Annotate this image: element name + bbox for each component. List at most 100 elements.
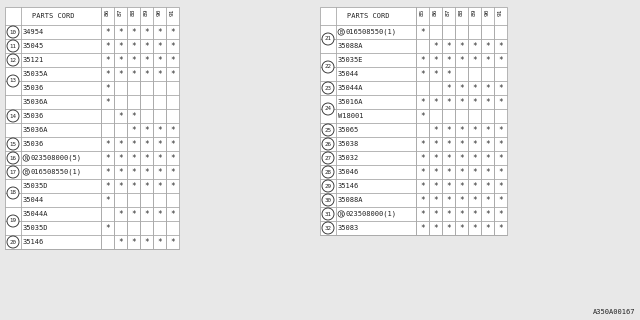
Text: *: * [472, 84, 477, 92]
Text: *: * [472, 55, 477, 65]
Text: *: * [131, 210, 136, 219]
Text: 28: 28 [324, 170, 332, 174]
Text: *: * [157, 69, 162, 78]
Text: *: * [459, 181, 464, 190]
Text: 85: 85 [420, 9, 425, 17]
Text: 23: 23 [324, 85, 332, 91]
Text: *: * [472, 125, 477, 134]
Circle shape [7, 166, 19, 178]
Text: *: * [131, 181, 136, 190]
Circle shape [7, 187, 19, 199]
Text: *: * [446, 55, 451, 65]
Text: *: * [433, 55, 438, 65]
Text: *: * [420, 167, 425, 177]
Text: *: * [118, 210, 123, 219]
Circle shape [7, 215, 19, 227]
Text: *: * [485, 210, 490, 219]
Text: *: * [433, 223, 438, 233]
Text: *: * [498, 223, 503, 233]
Text: 13: 13 [10, 78, 17, 84]
Text: *: * [131, 69, 136, 78]
Circle shape [7, 152, 19, 164]
Text: *: * [105, 196, 110, 204]
Text: *: * [485, 140, 490, 148]
Text: N: N [24, 156, 28, 161]
Text: *: * [144, 210, 149, 219]
Text: 29: 29 [324, 183, 332, 188]
Text: *: * [485, 181, 490, 190]
Text: *: * [105, 55, 110, 65]
Text: 30: 30 [324, 197, 332, 203]
Text: *: * [446, 167, 451, 177]
Text: *: * [420, 98, 425, 107]
Text: *: * [433, 98, 438, 107]
Text: *: * [498, 55, 503, 65]
Text: *: * [105, 98, 110, 107]
Text: *: * [105, 223, 110, 233]
Text: *: * [170, 210, 175, 219]
Text: *: * [472, 223, 477, 233]
Text: *: * [485, 154, 490, 163]
Text: 91: 91 [498, 9, 503, 17]
Text: *: * [157, 181, 162, 190]
Text: A350A00167: A350A00167 [593, 309, 635, 315]
Text: 023508000(1): 023508000(1) [346, 211, 396, 217]
Text: 15: 15 [10, 141, 17, 147]
Text: *: * [157, 140, 162, 148]
Text: 32: 32 [324, 226, 332, 230]
Text: 90: 90 [485, 9, 490, 17]
Text: 023508000(5): 023508000(5) [31, 155, 81, 161]
Text: 11: 11 [10, 44, 17, 49]
Text: 35065: 35065 [338, 127, 359, 133]
Text: *: * [105, 140, 110, 148]
Text: *: * [498, 210, 503, 219]
Text: *: * [131, 140, 136, 148]
Text: *: * [472, 181, 477, 190]
Text: *: * [105, 84, 110, 92]
Text: 35121: 35121 [23, 57, 44, 63]
Circle shape [322, 180, 334, 192]
Text: 19: 19 [10, 219, 17, 223]
Text: *: * [472, 210, 477, 219]
Text: *: * [420, 223, 425, 233]
Text: *: * [144, 42, 149, 51]
Text: *: * [459, 210, 464, 219]
Circle shape [7, 236, 19, 248]
Text: 35083: 35083 [338, 225, 359, 231]
Text: 10: 10 [10, 29, 17, 35]
Text: *: * [131, 111, 136, 121]
Text: *: * [131, 237, 136, 246]
Text: 35035D: 35035D [23, 183, 49, 189]
Text: *: * [420, 111, 425, 121]
Circle shape [322, 166, 334, 178]
Text: *: * [157, 154, 162, 163]
Circle shape [322, 152, 334, 164]
Text: *: * [433, 210, 438, 219]
Text: *: * [446, 210, 451, 219]
Text: *: * [144, 237, 149, 246]
Text: *: * [170, 140, 175, 148]
Text: 87: 87 [446, 9, 451, 17]
Text: N: N [340, 212, 343, 217]
Text: *: * [459, 125, 464, 134]
Text: *: * [446, 69, 451, 78]
Text: 35146: 35146 [338, 183, 359, 189]
Text: *: * [118, 111, 123, 121]
Text: 35032: 35032 [338, 155, 359, 161]
Text: *: * [105, 181, 110, 190]
Text: *: * [131, 55, 136, 65]
Text: *: * [472, 98, 477, 107]
Text: *: * [144, 167, 149, 177]
Text: *: * [433, 181, 438, 190]
Text: *: * [131, 154, 136, 163]
Text: *: * [498, 181, 503, 190]
Text: W18001: W18001 [338, 113, 364, 119]
Text: *: * [118, 237, 123, 246]
Text: *: * [459, 55, 464, 65]
Text: *: * [170, 237, 175, 246]
Text: 91: 91 [170, 9, 175, 17]
Circle shape [322, 82, 334, 94]
Text: *: * [498, 98, 503, 107]
Text: *: * [420, 28, 425, 36]
Text: *: * [446, 125, 451, 134]
